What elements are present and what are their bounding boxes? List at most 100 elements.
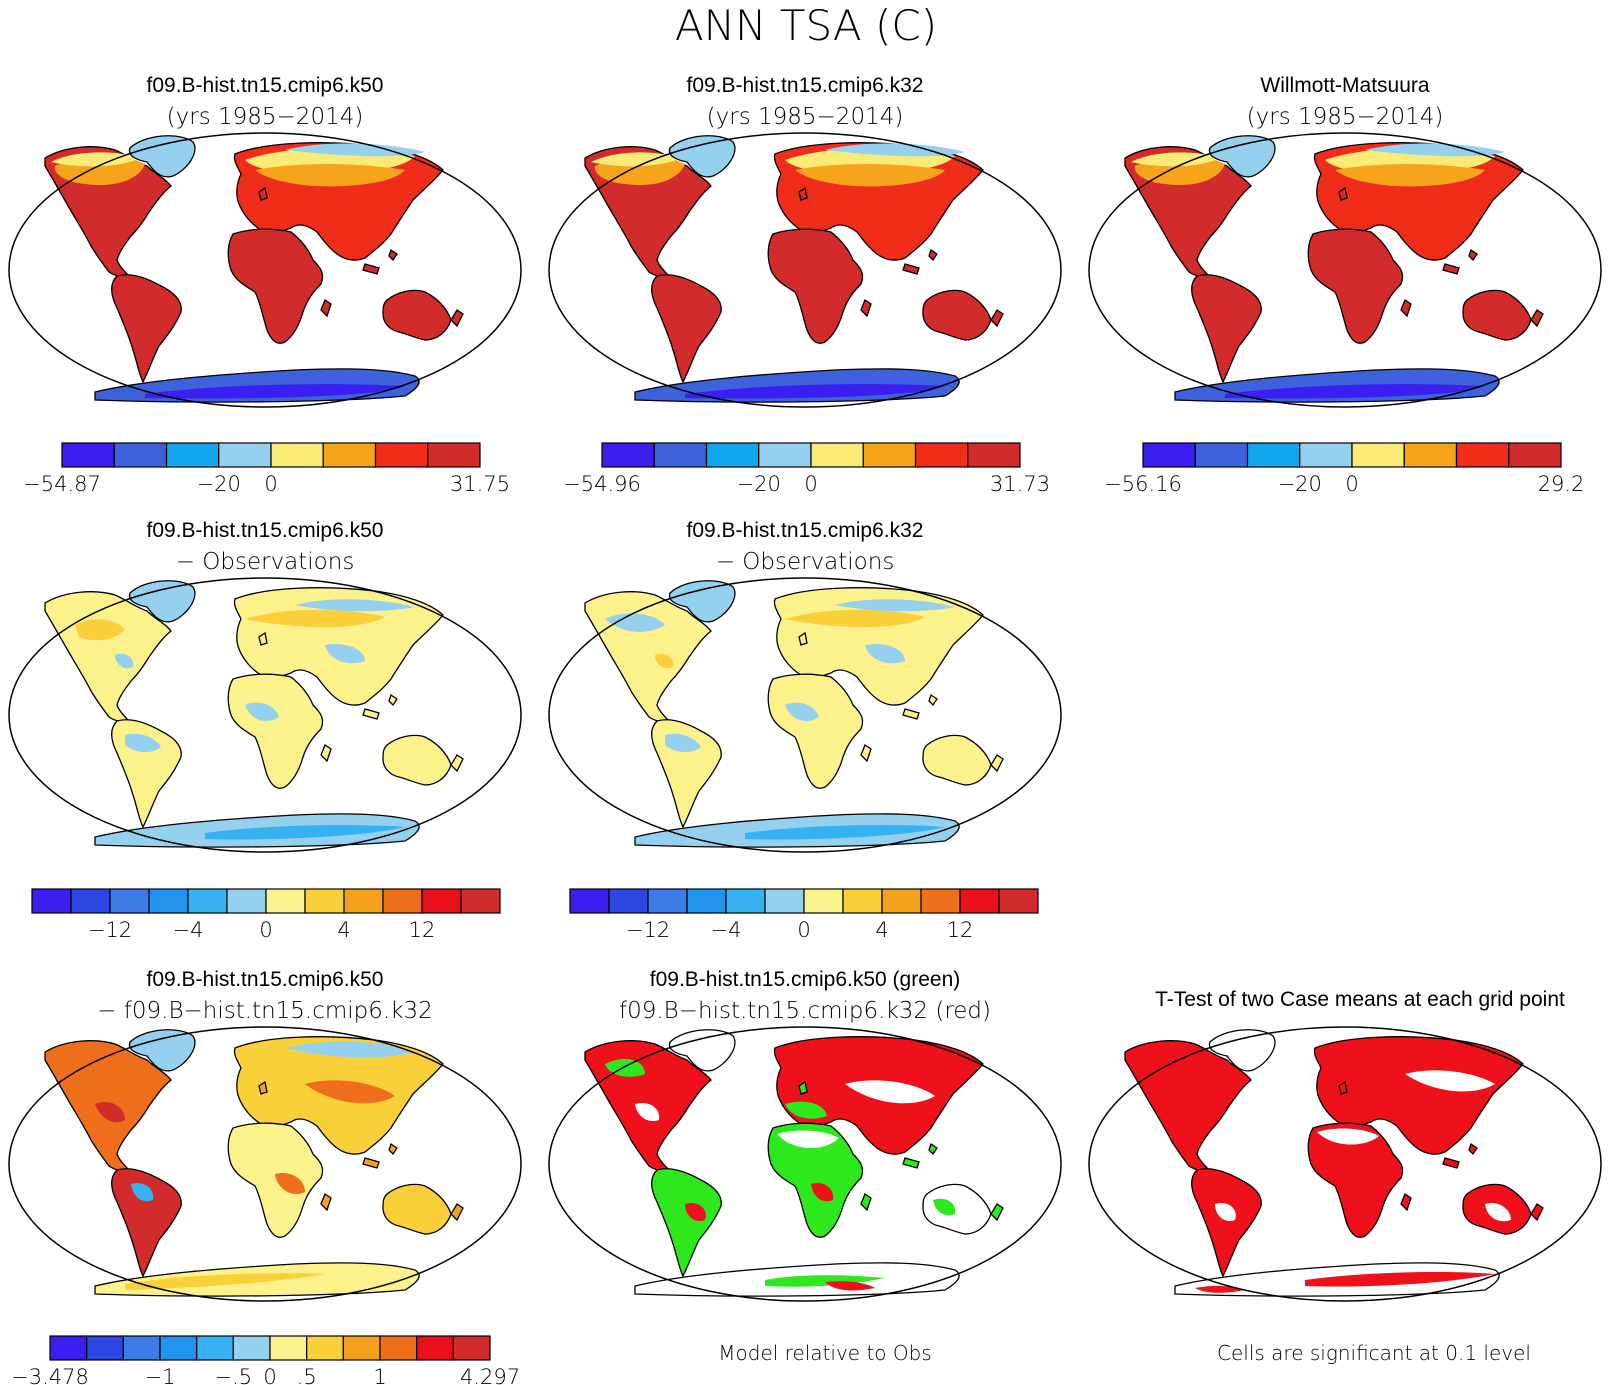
- panel-k50-minus-k32: f09.B-hist.tn15.cmip6.k50 − f09.B−hist.t…: [8, 968, 522, 1385]
- colorbar-swatch: [265, 888, 306, 914]
- colorbar-swatch: [226, 888, 267, 914]
- colorbar-swatch: [764, 888, 805, 914]
- colorbar-swatch: [1455, 442, 1510, 468]
- colorbar-swatch: [218, 442, 272, 468]
- colorbar-swatch: [842, 888, 883, 914]
- colorbar: −12 −4 0 4 12: [31, 888, 501, 942]
- colorbar-swatch: [998, 888, 1039, 914]
- continents-model-k32: [584, 135, 1004, 403]
- colorbar-swatch: [967, 442, 1021, 468]
- colorbar-swatch: [322, 442, 377, 468]
- colorbar-tick-label: .5: [297, 1365, 317, 1385]
- panel-subtitle: (yrs 1985−2014): [167, 104, 364, 130]
- colorbar-swatch: [270, 442, 324, 468]
- map-frame: [1088, 1026, 1602, 1302]
- panel-note: Model relative to Obs: [718, 1341, 932, 1365]
- colorbar-swatch: [1246, 442, 1301, 468]
- colorbar-swatch: [379, 1335, 418, 1361]
- colorbar-swatch: [159, 1335, 198, 1361]
- colorbar-swatch: [196, 1335, 234, 1361]
- colorbar-swatch: [1403, 442, 1458, 468]
- colorbar-swatch: [1142, 442, 1196, 468]
- panel-title: f09.B-hist.tn15.cmip6.k32: [687, 519, 924, 542]
- colorbar-swatch: [653, 442, 708, 468]
- colorbar-swatch: [1351, 442, 1405, 468]
- colorbar-swatch: [1194, 442, 1249, 468]
- colorbar-swatch: [452, 1335, 491, 1361]
- colorbar-tick-label: −4: [711, 918, 742, 942]
- panel-subtitle: (yrs 1985−2014): [1247, 104, 1444, 130]
- colorbar-tick-label: 0: [263, 1365, 276, 1385]
- colorbar-swatch: [343, 888, 384, 914]
- colorbar-tick-label: −54.96: [563, 472, 641, 496]
- colorbar-swatch: [306, 1335, 344, 1361]
- colorbar-swatch: [601, 442, 655, 468]
- colorbar-swatch: [803, 888, 844, 914]
- panel-model-k32: f09.B-hist.tn15.cmip6.k32 (yrs 1985−2014…: [548, 74, 1062, 496]
- continents-k50-minus-obs: [44, 580, 464, 848]
- colorbar-swatch: [569, 888, 610, 914]
- colorbar-tick-label: 0: [804, 472, 817, 496]
- colorbar-swatch: [914, 442, 969, 468]
- colorbar-tick-label: 0: [1345, 472, 1358, 496]
- colorbar-tick-label: −.5: [215, 1365, 253, 1385]
- panel-title: f09.B-hist.tn15.cmip6.k50: [147, 519, 384, 542]
- map-frame: [8, 1026, 522, 1302]
- colorbar-swatch: [165, 442, 220, 468]
- panel-k50-minus-obs: f09.B-hist.tn15.cmip6.k50 − Observations…: [8, 519, 522, 942]
- colorbar-swatch: [608, 888, 649, 914]
- panel-note: Cells are significant at 0.1 level: [1217, 1341, 1531, 1365]
- colorbar-tick-label: −56.16: [1104, 472, 1182, 496]
- colorbar-tick-label: −20: [737, 472, 781, 496]
- panel-k32-minus-obs: f09.B-hist.tn15.cmip6.k32 − Observations…: [548, 519, 1062, 942]
- panel-ttest: T-Test of two Case means at each grid po…: [1088, 988, 1602, 1365]
- colorbar-swatch: [269, 1335, 308, 1361]
- colorbar-swatch: [725, 888, 766, 914]
- colorbar-swatch: [374, 442, 429, 468]
- colorbar-tick-label: 4.297: [460, 1365, 520, 1385]
- colorbar-tick-label: −12: [626, 918, 670, 942]
- colorbar-tick-label: −1: [145, 1365, 176, 1385]
- colorbar: −54.96 −20 0 31.73: [563, 442, 1050, 496]
- colorbar-swatch: [122, 1335, 161, 1361]
- panel-model-k50: f09.B-hist.tn15.cmip6.k50 (yrs 1985−2014…: [8, 74, 522, 496]
- colorbar-tick-label: −3.478: [11, 1365, 89, 1385]
- colorbar-swatch: [421, 888, 462, 914]
- continents-k50-minus-k32: [44, 1029, 464, 1297]
- colorbar-tick-label: 12: [409, 918, 436, 942]
- colorbar-swatch: [113, 442, 168, 468]
- map-frame: [548, 132, 1062, 408]
- panel-closer-to-obs: f09.B-hist.tn15.cmip6.k50 (green) f09.B−…: [548, 968, 1062, 1365]
- colorbar-swatch: [1299, 442, 1353, 468]
- continents-k32-minus-obs: [584, 580, 1004, 848]
- colorbar-swatch: [647, 888, 688, 914]
- colorbar-swatch: [49, 1335, 88, 1361]
- colorbar-swatch: [382, 888, 423, 914]
- colorbar-swatch: [61, 442, 115, 468]
- map-frame: [548, 577, 1062, 853]
- colorbar-tick-label: 4: [875, 918, 888, 942]
- colorbar-tick-label: −20: [197, 472, 241, 496]
- colorbar-tick-label: −4: [173, 918, 204, 942]
- continents-obs: [1124, 135, 1544, 403]
- panel-title: Willmott-Matsuura: [1260, 74, 1430, 97]
- colorbar-tick-label: 31.73: [990, 472, 1050, 496]
- colorbar: −56.16 −20 0 29.2: [1104, 442, 1584, 496]
- colorbar-swatch: [460, 888, 501, 914]
- colorbar-swatch: [427, 442, 481, 468]
- colorbar-tick-label: 12: [947, 918, 974, 942]
- colorbar-swatch: [187, 888, 228, 914]
- colorbar-tick-label: 4: [337, 918, 350, 942]
- colorbar-swatch: [959, 888, 1000, 914]
- colorbar-tick-label: −54.87: [23, 472, 101, 496]
- panel-title: f09.B-hist.tn15.cmip6.k50: [147, 74, 384, 97]
- colorbar-swatch: [416, 1335, 454, 1361]
- panel-title: f09.B-hist.tn15.cmip6.k50 (green): [650, 968, 961, 991]
- colorbar-swatch: [758, 442, 812, 468]
- continents-ttest: [1124, 1029, 1544, 1297]
- colorbar-swatch: [70, 888, 111, 914]
- colorbar-swatch: [31, 888, 72, 914]
- colorbar-tick-label: 0: [797, 918, 810, 942]
- colorbar-tick-label: 1: [373, 1365, 386, 1385]
